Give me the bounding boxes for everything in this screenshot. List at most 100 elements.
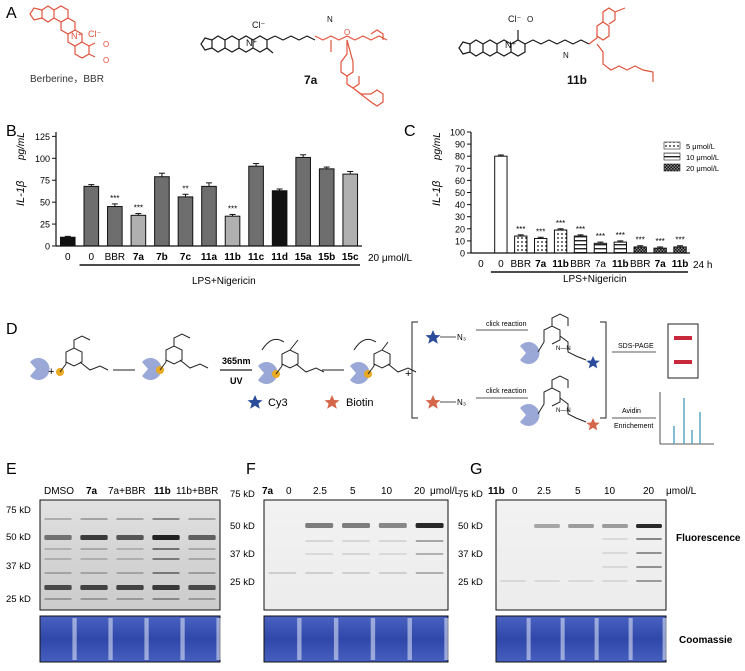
gelEbands-band xyxy=(116,558,144,560)
biotin-legend-label: Biotin xyxy=(346,397,374,409)
chart-c-ytick-label: 70 xyxy=(455,164,465,174)
chart-b-bar xyxy=(224,215,241,247)
gelGbands-band xyxy=(602,524,628,528)
bbr-methoxy-2: O xyxy=(103,56,109,65)
chart-b-bar xyxy=(201,185,217,247)
gel-g-coomassie xyxy=(495,615,667,663)
gelGbands-band xyxy=(602,538,628,540)
azide-biotin: N₃ xyxy=(457,398,466,407)
gel-g-lane-10: 10 xyxy=(604,486,616,497)
gel-g: 11b 0 2.5 5 10 20 μmol/L 75 kD 50 kD 37 … xyxy=(458,486,741,663)
gel-f-bands xyxy=(268,523,444,574)
sds-label: SDS-PAGE xyxy=(618,343,654,350)
crosslinked-protein-icon xyxy=(258,362,278,385)
gelEbands-band xyxy=(80,572,108,574)
chart-b-bar xyxy=(130,214,147,247)
labeled-protein-icon xyxy=(350,362,370,384)
chart-c-bar xyxy=(673,246,687,254)
gel-e-coomassie xyxy=(39,615,221,663)
biotin-star-product xyxy=(586,418,600,431)
gelEbands-band xyxy=(152,558,180,560)
cy3-star-reagent xyxy=(425,330,441,344)
crosslink-scaffold xyxy=(261,338,325,375)
gelFbands-band xyxy=(342,523,370,528)
chart-c-bar xyxy=(573,235,588,254)
gelFbands-band xyxy=(415,523,444,528)
gel-f-lane-10: 10 xyxy=(381,486,393,497)
gelEbands-band xyxy=(188,572,216,574)
chart-c-bar xyxy=(534,237,548,254)
gel-g-marker-75: 75 kD xyxy=(458,489,483,500)
gelFbands-band xyxy=(305,540,334,542)
cy3-legend-label: Cy3 xyxy=(268,397,288,409)
chart-b-category-label: 11a xyxy=(201,252,218,263)
chart-b-category-label: 15c xyxy=(342,252,359,263)
gel-e: DMSO 7a 7a+BBR 11b 11b+BBR 75 kD 50 kD 3… xyxy=(6,486,221,663)
panel-label-c: C xyxy=(404,123,416,140)
chart-b-bar xyxy=(177,196,194,247)
gelGbands-band xyxy=(602,566,628,568)
legend-swatch-5 xyxy=(663,141,681,150)
click-label-2: click reaction xyxy=(486,388,527,395)
chart-c-category-label: 7a xyxy=(535,259,547,270)
gelFbands-band xyxy=(415,572,444,574)
gelGbands-band xyxy=(602,580,628,582)
gel-f-marker-50: 50 kD xyxy=(230,521,255,532)
sds-band-2 xyxy=(674,360,692,364)
gelEbands-band xyxy=(116,572,144,574)
gelEbands-band xyxy=(188,548,216,550)
panel-label-e: E xyxy=(6,461,17,478)
bbr-methoxy-1: O xyxy=(103,40,109,49)
chart-c-bar xyxy=(653,247,667,254)
chart-b-category-label: BBR xyxy=(105,252,126,263)
gelEbands-band xyxy=(152,585,180,590)
gelGbands-band xyxy=(636,552,662,554)
chart-b-bar xyxy=(271,190,288,247)
panel-label-d: D xyxy=(6,321,18,338)
gelEbands-band xyxy=(80,535,108,540)
coomassie-lane-gap xyxy=(333,618,339,660)
gel-f-fluorescence xyxy=(263,499,449,611)
compound-7a-structure xyxy=(200,35,316,54)
chart-c-category-label: 7a xyxy=(655,259,667,270)
chart-b-ytick-label: 100 xyxy=(35,154,50,164)
gelFbands-band xyxy=(268,572,297,574)
gel-f-marker-25: 25 kD xyxy=(230,577,255,588)
gelEbands-band xyxy=(80,598,108,600)
legend-label-20: 20 μmol/L xyxy=(686,164,719,173)
gelFbands-band xyxy=(415,540,444,542)
7a-nplus: N⁺ xyxy=(246,38,257,48)
gelGbands-band xyxy=(636,580,662,582)
gel-f-compound: 7a xyxy=(262,486,274,497)
gel-f-marker-75: 75 kD xyxy=(230,489,255,500)
gelEbands-band xyxy=(152,535,180,540)
gelFbands-band xyxy=(378,553,407,555)
chart-b-unit: pg/mL xyxy=(16,132,27,161)
compound-11b-linker xyxy=(588,7,654,82)
gel-g-unit: μmol/L xyxy=(666,486,697,497)
gelEbands-band xyxy=(152,518,180,520)
coomassie-lane-gap xyxy=(108,618,113,660)
chart-c-ytick-label: 30 xyxy=(455,212,465,222)
uv-wavelength: 365nm xyxy=(222,356,251,366)
gelFbands-band xyxy=(305,523,334,528)
11b-nplus: N⁺ xyxy=(505,40,516,50)
legend-label-5: 5 μmol/L xyxy=(686,142,715,151)
chart-c-category-label: 7a xyxy=(595,259,607,270)
gel-e-marker-75: 75 kD xyxy=(6,505,31,516)
coomassie-lane-gap xyxy=(216,618,221,660)
chart-c-bar xyxy=(593,242,608,254)
gel-f: 7a 0 2.5 5 10 20 μmol/L 75 kD 50 kD 37 k… xyxy=(230,486,461,663)
panel-label-a: A xyxy=(6,5,17,22)
gelEbands-band xyxy=(44,572,72,574)
click-label-1: click reaction xyxy=(486,321,527,328)
compound-7a-linker xyxy=(314,29,388,107)
chart-b: 0 25 50 75 100 125 0 0 *** BBR *** 7a 7b ** 7c 11a *** 11… xyxy=(35,132,362,266)
chart-b-ytick-label: 125 xyxy=(35,132,50,142)
chart-c-ytick-label: 40 xyxy=(455,200,465,210)
biotin-legend-star xyxy=(324,395,340,409)
11b-methoxy: O xyxy=(527,15,533,24)
chart-b-category-label: 7c xyxy=(180,252,192,263)
gelGbands-band xyxy=(568,524,594,528)
coomassie-lane-gap xyxy=(594,618,599,660)
